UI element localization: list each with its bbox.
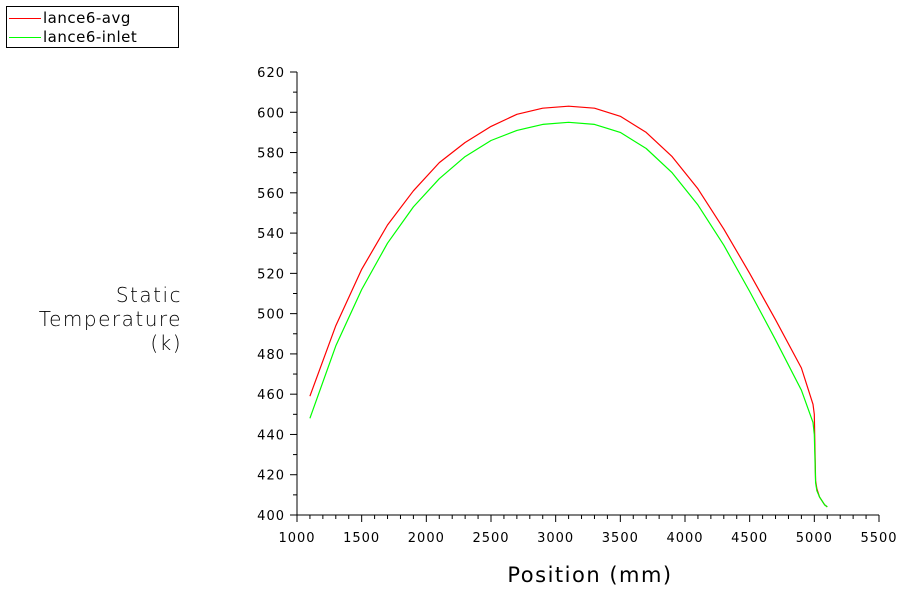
x-tick-label: 4500 bbox=[731, 531, 768, 546]
x-tick-label: 2500 bbox=[472, 531, 509, 546]
legend-swatch-avg bbox=[9, 18, 41, 19]
series-line-lance6-inlet bbox=[309, 121, 828, 508]
y-tick-label: 580 bbox=[257, 147, 285, 162]
legend-label-avg: lance6-avg bbox=[43, 9, 131, 27]
legend-swatch-inlet bbox=[9, 37, 41, 38]
x-axis-label: Position (mm) bbox=[507, 563, 673, 587]
x-tick-label: 4000 bbox=[666, 531, 703, 546]
x-tick-label: 1500 bbox=[343, 531, 380, 546]
y-axis-label: Static Temperature (k) bbox=[6, 283, 182, 355]
y-tick-label: 540 bbox=[257, 227, 285, 242]
legend-item-avg: lance6-avg bbox=[7, 9, 178, 27]
x-tick-label: 3000 bbox=[537, 531, 574, 546]
axes: 400 420 440 460 480 500 520 540 560 580 600 620 1000… bbox=[257, 66, 897, 546]
y-tick-label: 560 bbox=[257, 187, 285, 202]
series-line-lance6-avg bbox=[309, 105, 828, 508]
legend: lance6-avg lance6-inlet bbox=[6, 6, 179, 48]
legend-label-inlet: lance6-inlet bbox=[43, 28, 138, 46]
y-tick-label: 400 bbox=[257, 509, 285, 524]
y-tick-label: 500 bbox=[257, 308, 285, 323]
y-tick-label: 440 bbox=[257, 428, 285, 443]
y-tick-label: 480 bbox=[257, 348, 285, 363]
x-tick-label: 5500 bbox=[860, 531, 897, 546]
y-axis-label-line-2: Temperature bbox=[38, 307, 182, 331]
y-tick-label: 460 bbox=[257, 388, 285, 403]
legend-item-inlet: lance6-inlet bbox=[7, 28, 178, 46]
y-tick-label: 600 bbox=[257, 106, 285, 121]
y-tick-label: 520 bbox=[257, 267, 285, 282]
x-tick-label: 1000 bbox=[278, 531, 315, 546]
y-axis-label-line-3: (k) bbox=[150, 331, 182, 355]
x-tick-label: 5000 bbox=[796, 531, 833, 546]
x-tick-label: 3500 bbox=[602, 531, 639, 546]
y-tick-label: 620 bbox=[257, 66, 285, 81]
y-axis-label-line-1: Static bbox=[115, 283, 182, 307]
y-tick-label: 420 bbox=[257, 469, 285, 484]
x-tick-label: 2000 bbox=[408, 531, 445, 546]
series-layer bbox=[309, 105, 828, 508]
